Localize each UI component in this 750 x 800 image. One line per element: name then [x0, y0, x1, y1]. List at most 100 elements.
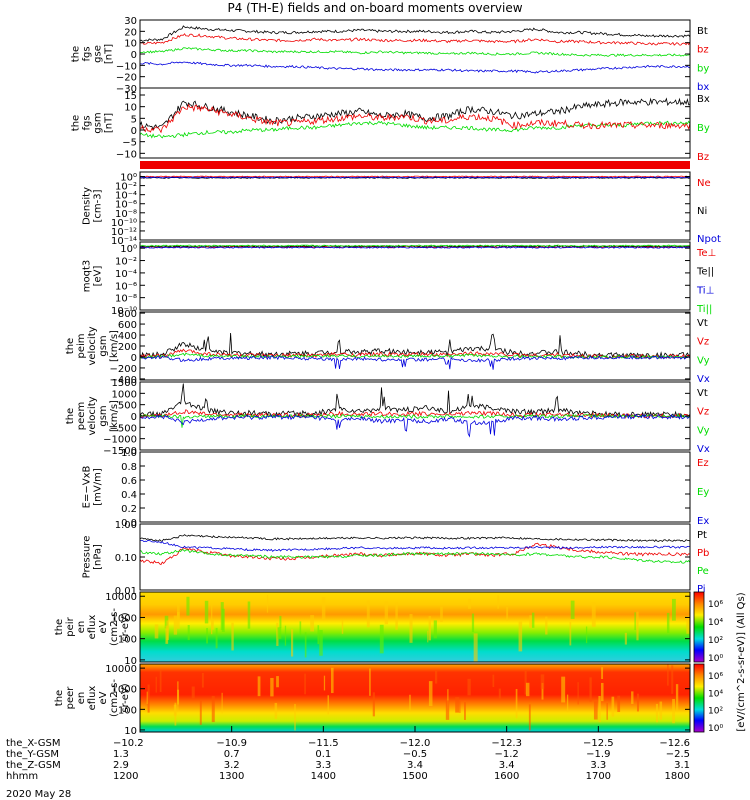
- spectrogram-streak: [624, 632, 627, 645]
- series-line: [139, 246, 691, 249]
- spectrogram-streak: [173, 615, 178, 635]
- panel-frame: [139, 591, 691, 663]
- colorbar-2: 10⁶ 10⁴ 10² 10⁰: [693, 663, 723, 734]
- legend-entry: Pi: [697, 584, 706, 595]
- y-axis-label: Density[cm-3]: [82, 187, 104, 225]
- y-tick-label: 0: [131, 126, 137, 137]
- spectrogram-streak: [211, 695, 215, 723]
- spectrogram-streak: [369, 668, 371, 696]
- spectrogram-streak: [310, 615, 315, 632]
- legend-entry: Bx: [697, 94, 710, 105]
- y-tick-label: 0.01: [115, 586, 137, 597]
- series-line: [140, 61, 691, 74]
- spectrogram-streak: [154, 624, 159, 639]
- legend-entry: Ey: [697, 487, 709, 498]
- ephemeris-value: −12.3: [491, 738, 522, 749]
- panel-9: 10000 1000 100 10 thepeirenefluxeV(cm2-s-sr-…: [54, 591, 691, 667]
- spectrogram-streak: [174, 702, 177, 726]
- legend-entry: Ne: [697, 178, 711, 189]
- y-tick-label: −1000: [103, 435, 137, 446]
- colorbar-tick-label: 10⁰: [708, 654, 723, 664]
- spectrogram-streak: [321, 597, 326, 620]
- series-line: [139, 176, 691, 179]
- spectrogram-streak: [498, 688, 501, 699]
- spectrogram-streak: [531, 612, 535, 628]
- y-tick-label: 0: [131, 412, 137, 423]
- legend-entry: Pe: [697, 566, 709, 577]
- spectrogram-streak: [667, 664, 669, 686]
- y-tick-label: 10⁰: [120, 173, 137, 184]
- y-tick-label: 10⁻¹⁰: [111, 306, 137, 317]
- y-tick-label: 10⁻⁸: [115, 294, 137, 305]
- spectrogram-streak: [409, 614, 413, 643]
- spectrogram-streak: [659, 701, 663, 720]
- y-tick-label: 10⁻⁸: [115, 209, 137, 220]
- spectrogram-streak: [257, 676, 261, 697]
- y-tick-label: 10: [124, 656, 137, 667]
- spectrogram-streak: [270, 677, 274, 697]
- spectrogram-streak: [634, 612, 636, 631]
- date-label: 2020 May 28: [6, 789, 71, 800]
- y-tick-label: −10: [116, 149, 137, 160]
- legend-entry: Te⊥: [696, 248, 716, 259]
- legend-entry: Vz: [697, 337, 709, 348]
- y-tick-label: 15: [124, 91, 137, 102]
- legend-entry: Vx: [697, 444, 710, 455]
- ephemeris-row-label: the_Y-GSM: [6, 749, 59, 760]
- y-tick-label: −500: [110, 423, 137, 434]
- ephemeris-value: 3.3: [590, 760, 606, 771]
- y-tick-label: 0.4: [121, 490, 137, 501]
- spectrogram-streak: [166, 620, 169, 641]
- legend-entry: by: [697, 63, 709, 74]
- series-line: [139, 383, 691, 419]
- y-tick-label: −30: [116, 84, 137, 95]
- ephemeris-value: 1200: [113, 771, 138, 782]
- spectrogram-streak: [569, 621, 572, 646]
- ephemeris-value: 3.4: [499, 760, 515, 771]
- spectrogram-streak: [518, 621, 523, 652]
- ephemeris-value: −1.9: [586, 749, 610, 760]
- spectrogram-streak: [606, 702, 608, 720]
- y-tick-label: 1500: [112, 378, 137, 389]
- legend-entry: Vx: [697, 374, 710, 385]
- spectrogram-streak: [524, 671, 527, 695]
- spectrogram-streak: [327, 695, 330, 715]
- spectrogram-streak: [427, 630, 429, 643]
- spectrogram-streak: [428, 681, 433, 707]
- spectrogram-streak: [611, 696, 615, 717]
- series-line: [139, 413, 691, 438]
- ephemeris-value: −11.5: [308, 738, 339, 749]
- spectrogram-streak: [601, 667, 604, 680]
- spectrogram-streak: [379, 624, 384, 654]
- y-axis-label: thepeemvelocitygsm[km/s]: [65, 396, 120, 435]
- spectrogram-streak: [671, 598, 676, 621]
- spectrogram-streak: [636, 611, 639, 641]
- ephemeris-value: −10.2: [113, 738, 144, 749]
- ephemeris-value: 1400: [311, 771, 336, 782]
- ephemeris-value: −2.5: [666, 749, 690, 760]
- spectrogram-streak: [274, 702, 278, 719]
- spectrogram-streak: [221, 692, 223, 714]
- spectrogram-streak: [464, 702, 466, 720]
- y-tick-label: −1500: [103, 446, 137, 457]
- spectrogram-streak: [492, 674, 495, 688]
- spectrogram-streak: [561, 676, 566, 703]
- spectrogram-streak: [177, 689, 180, 705]
- series-line: [139, 539, 690, 552]
- panel-4: 10⁰ 10⁻²10⁻⁴10⁻⁶ 10⁻⁸10⁻¹⁰ moqt3[eV] Te⊥ Te||…: [82, 241, 716, 317]
- legend-entry: Npot: [697, 234, 721, 245]
- ephemeris-row-label: the_Z-GSM: [6, 760, 61, 771]
- y-tick-label: 10⁻¹²: [111, 227, 137, 238]
- panel-frame: [139, 311, 691, 381]
- spectrogram-streak: [577, 682, 579, 705]
- spectrogram-streak: [506, 607, 509, 621]
- legend-entry: Te||: [696, 267, 714, 278]
- series-line: [139, 176, 691, 179]
- y-tick-label: 10⁻¹⁴: [111, 236, 137, 247]
- spectrogram-streak: [566, 694, 569, 713]
- panel-frame: [139, 241, 691, 311]
- spectrogram-streak: [323, 675, 326, 691]
- spectrogram-streak: [455, 697, 460, 713]
